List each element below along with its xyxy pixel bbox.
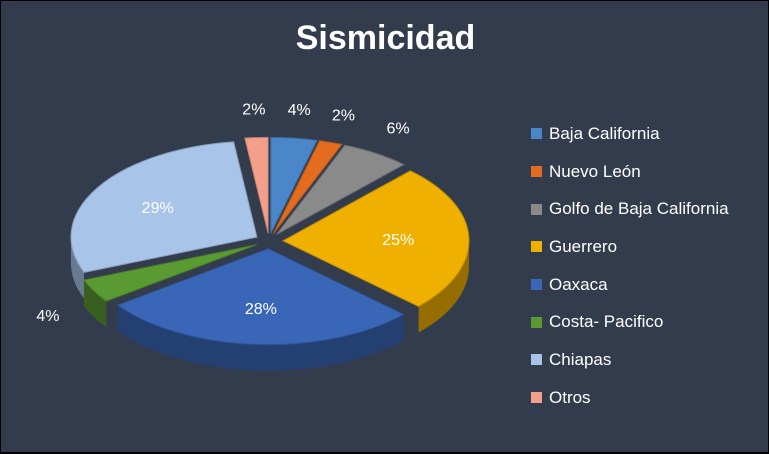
legend-label: Guerrero <box>549 236 618 256</box>
pie-slice <box>70 141 258 273</box>
data-label: 28% <box>245 301 277 318</box>
legend-label: Oaxaca <box>549 274 608 294</box>
legend-item: Costa- Pacifico <box>531 303 729 341</box>
legend-label: Chiapas <box>549 349 612 369</box>
data-label: 2% <box>242 101 265 118</box>
legend-item: Guerrero <box>531 228 729 266</box>
legend-item: Oaxaca <box>531 266 729 304</box>
pie-slice-side-4 <box>117 305 404 371</box>
legend-swatch <box>531 241 542 253</box>
pie-slice <box>272 140 343 234</box>
legend-label: Otros <box>549 387 591 407</box>
data-label: 4% <box>36 308 59 325</box>
legend-swatch <box>531 279 542 291</box>
legend-item: Nuevo León <box>531 153 729 191</box>
legend-swatch <box>531 354 542 366</box>
pie-slice-side-6 <box>70 237 85 299</box>
pie-slice <box>244 136 269 234</box>
pie-slice <box>116 248 405 346</box>
legend: Baja California Nuevo León Golfo de Baja C… <box>531 115 729 417</box>
legend-item: Baja California <box>531 115 729 153</box>
legend-item: Otros <box>531 379 729 417</box>
pie-slice <box>82 244 257 302</box>
pie-slice <box>276 144 405 235</box>
pie-slice <box>270 136 318 234</box>
data-label: 29% <box>142 200 174 217</box>
pie-slice <box>281 170 470 308</box>
legend-label: Baja California <box>549 123 660 143</box>
legend-item: Golfo de Baja California <box>531 190 729 228</box>
legend-label: Nuevo León <box>549 161 641 181</box>
legend-swatch <box>531 392 542 404</box>
legend-swatch <box>531 203 542 215</box>
legend-item: Chiapas <box>531 341 729 379</box>
pie-slice-side-3 <box>418 240 469 333</box>
data-label: 2% <box>332 107 355 124</box>
legend-label: Costa- Pacifico <box>549 312 664 332</box>
data-label: 6% <box>387 121 410 138</box>
pie-slice-side-5 <box>83 280 107 328</box>
chart-title: Sismicidad <box>295 19 476 57</box>
legend-swatch <box>531 316 542 328</box>
legend-swatch <box>531 128 542 140</box>
data-label: 25% <box>382 232 414 249</box>
legend-swatch <box>531 166 542 178</box>
legend-label: Golfo de Baja California <box>549 199 729 219</box>
data-label: 4% <box>288 102 311 119</box>
